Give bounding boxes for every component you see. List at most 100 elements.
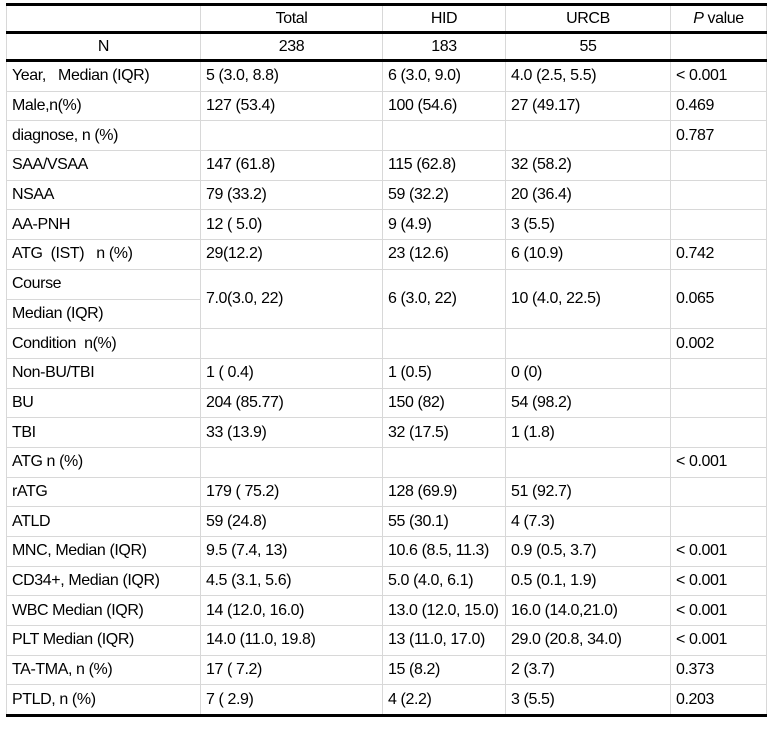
cell-condition-hid — [382, 328, 506, 359]
table-row-mnc: MNC, Median (IQR) 9.5 (7.4, 13) 10.6 (8.5,… — [6, 536, 767, 567]
row-label-n: N — [6, 32, 201, 62]
cell-atld-p — [670, 506, 767, 537]
table-row-non-bu-tbi: Non-BU/TBI 1 ( 0.4) 1 (0.5) 0 (0) — [6, 357, 767, 389]
table-row-ptld: PTLD, n (%) 7 ( 2.9) 4 (2.2) 3 (5.5) 0.203 — [6, 684, 767, 718]
row-label-diagnose: diagnose, n (%) — [6, 120, 201, 152]
cell-mnc-hid: 10.6 (8.5, 11.3) — [382, 536, 506, 567]
cell-nsaa-urcb: 20 (36.4) — [505, 179, 671, 211]
row-label-year-median-iqr: Year, Median (IQR) — [6, 60, 201, 92]
row-label-plt: PLT Median (IQR) — [6, 625, 201, 656]
cell-nsaa-total: 79 (33.2) — [200, 179, 383, 211]
cell-wbc-hid: 13.0 (12.0, 15.0) — [382, 595, 506, 627]
cell-atg-total — [200, 446, 383, 478]
cell-tbi-hid: 32 (17.5) — [382, 417, 506, 448]
table-row-atld: ATLD 59 (24.8) 55 (30.1) 4 (7.3) — [6, 506, 767, 537]
cell-non-bu-tbi-hid: 1 (0.5) — [382, 357, 506, 389]
row-label-nsaa: NSAA — [6, 179, 201, 211]
cell-atg-hid — [382, 446, 506, 478]
cell-wbc-urcb: 16.0 (14.0,21.0) — [505, 595, 671, 627]
cell-saa-vsaa-hid: 115 (62.8) — [382, 150, 506, 181]
cell-saa-vsaa-urcb: 32 (58.2) — [505, 150, 671, 181]
p-value-rest: value — [703, 9, 745, 27]
table-row-nsaa: NSAA 79 (33.2) 59 (32.2) 20 (36.4) — [6, 179, 767, 211]
cell-atld-urcb: 4 (7.3) — [505, 506, 671, 537]
cell-male-urcb: 27 (49.17) — [505, 90, 671, 122]
cell-wbc-p: < 0.001 — [670, 595, 767, 627]
cell-condition-urcb — [505, 328, 671, 359]
clinical-characteristics-table: Total HID URCB P value N 238 183 55 Year, Me… — [6, 3, 767, 718]
cell-non-bu-tbi-total: 1 ( 0.4) — [200, 357, 383, 389]
cell-plt-urcb: 29.0 (20.8, 34.0) — [505, 625, 671, 656]
cell-course-median-iqr-total: 7.0(3.0, 22) — [200, 268, 383, 330]
cell-n-total: 238 — [200, 32, 383, 62]
cell-atg-ist-total: 29(12.2) — [200, 239, 383, 270]
cell-tbi-urcb: 1 (1.8) — [505, 417, 671, 448]
row-label-ptld: PTLD, n (%) — [6, 684, 201, 718]
cell-diagnose-hid — [382, 120, 506, 152]
row-label-non-bu-tbi: Non-BU/TBI — [6, 357, 201, 389]
cell-atld-hid: 55 (30.1) — [382, 506, 506, 537]
row-label-saa-vsaa: SAA/VSAA — [6, 150, 201, 181]
column-header-p-value: P value — [670, 3, 767, 34]
cell-n-p — [670, 32, 767, 62]
row-label-ta-tma: TA-TMA, n (%) — [6, 654, 201, 686]
cell-saa-vsaa-total: 147 (61.8) — [200, 150, 383, 181]
cell-n-urcb: 55 — [505, 32, 671, 62]
row-sublabel-course-median-iqr: Median (IQR) — [6, 298, 201, 330]
cell-ptld-total: 7 ( 2.9) — [200, 684, 383, 718]
cell-tbi-p — [670, 417, 767, 448]
row-label-mnc: MNC, Median (IQR) — [6, 536, 201, 567]
column-header-urcb: URCB — [505, 3, 671, 34]
cell-ptld-urcb: 3 (5.5) — [505, 684, 671, 718]
table-row-n: N 238 183 55 — [6, 32, 767, 62]
cell-ta-tma-hid: 15 (8.2) — [382, 654, 506, 686]
cell-aa-pnh-p — [670, 209, 767, 241]
cell-cd34-hid: 5.0 (4.0, 6.1) — [382, 565, 506, 597]
cell-atg-ist-urcb: 6 (10.9) — [505, 239, 671, 270]
cell-atg-urcb — [505, 446, 671, 478]
cell-male-p: 0.469 — [670, 90, 767, 122]
row-label-atg: ATG n (%) — [6, 446, 201, 478]
cell-diagnose-p: 0.787 — [670, 120, 767, 152]
row-label-ratg: rATG — [6, 476, 201, 508]
table-row-wbc: WBC Median (IQR) 14 (12.0, 16.0) 13.0 (12.… — [6, 595, 767, 627]
cell-diagnose-urcb — [505, 120, 671, 152]
cell-course-median-iqr-hid: 6 (3.0, 22) — [382, 268, 506, 330]
table-body: N 238 183 55 Year, Median (IQR) 5 (3.0, 8.8) 6… — [6, 32, 767, 718]
cell-atg-ist-hid: 23 (12.6) — [382, 239, 506, 270]
cell-plt-p: < 0.001 — [670, 625, 767, 656]
cell-nsaa-hid: 59 (32.2) — [382, 179, 506, 211]
row-label-atg-ist: ATG (IST) n (%) — [6, 239, 201, 270]
cell-plt-hid: 13 (11.0, 17.0) — [382, 625, 506, 656]
row-label-bu: BU — [6, 387, 201, 419]
column-header-empty — [6, 3, 201, 34]
row-label-cd34: CD34+, Median (IQR) — [6, 565, 201, 597]
cell-mnc-p: < 0.001 — [670, 536, 767, 567]
cell-year-median-iqr-hid: 6 (3.0, 9.0) — [382, 60, 506, 92]
table-row-bu: BU 204 (85.77) 150 (82) 54 (98.2) — [6, 387, 767, 419]
cell-bu-total: 204 (85.77) — [200, 387, 383, 419]
table-row-course-median-iqr-sublabel: Median (IQR) — [6, 298, 767, 330]
cell-bu-p — [670, 387, 767, 419]
cell-ptld-p: 0.203 — [670, 684, 767, 718]
cell-n-hid: 183 — [382, 32, 506, 62]
cell-course-median-iqr-urcb: 10 (4.0, 22.5) — [505, 268, 671, 330]
cell-atg-ist-p: 0.742 — [670, 239, 767, 270]
row-label-tbi: TBI — [6, 417, 201, 448]
cell-aa-pnh-urcb: 3 (5.5) — [505, 209, 671, 241]
table-row-cd34: CD34+, Median (IQR) 4.5 (3.1, 5.6) 5.0 (4.… — [6, 565, 767, 597]
cell-condition-total — [200, 328, 383, 359]
row-label-atld: ATLD — [6, 506, 201, 537]
column-header-hid: HID — [382, 3, 506, 34]
cell-cd34-urcb: 0.5 (0.1, 1.9) — [505, 565, 671, 597]
cell-year-median-iqr-p: < 0.001 — [670, 60, 767, 92]
cell-mnc-total: 9.5 (7.4, 13) — [200, 536, 383, 567]
cell-ratg-urcb: 51 (92.7) — [505, 476, 671, 508]
cell-ta-tma-p: 0.373 — [670, 654, 767, 686]
table-row-male: Male,n(%) 127 (53.4) 100 (54.6) 27 (49.17) 0… — [6, 90, 767, 122]
table-row-ratg: rATG 179 ( 75.2) 128 (69.9) 51 (92.7) — [6, 476, 767, 508]
row-label-condition: Condition n(%) — [6, 328, 201, 359]
cell-atg-p: < 0.001 — [670, 446, 767, 478]
cell-ratg-hid: 128 (69.9) — [382, 476, 506, 508]
table-row-tbi: TBI 33 (13.9) 32 (17.5) 1 (1.8) — [6, 417, 767, 448]
